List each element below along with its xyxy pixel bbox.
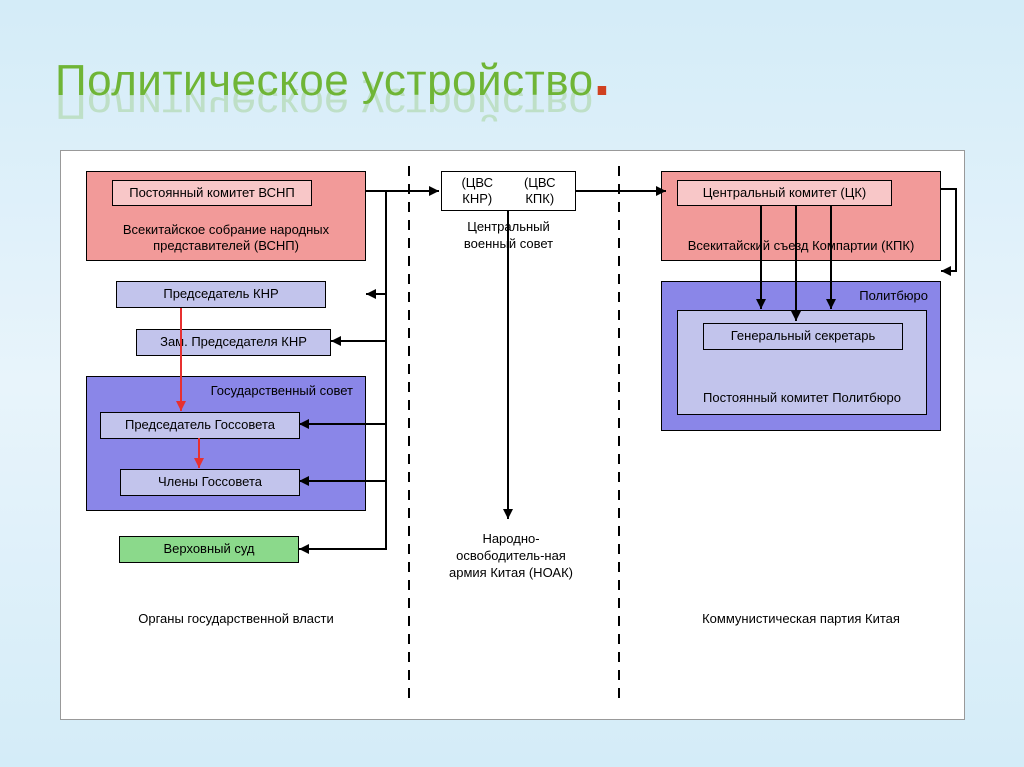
- sc-chair-label: Председатель Госсовета: [125, 417, 275, 433]
- vice-chairman-box: Зам. Председателя КНР: [136, 329, 331, 356]
- cpc-inner-box: Центральный комитет (ЦК): [677, 180, 892, 206]
- cpc-inner-label: Центральный комитет (ЦК): [703, 185, 866, 201]
- cvs-box: (ЦВС КНР) (ЦВС КПК): [441, 171, 576, 211]
- politburo-label: Политбюро: [859, 288, 928, 304]
- gen-secretary-box: Генеральный секретарь: [703, 323, 903, 350]
- politburo-box: Политбюро Генеральный секретарь Постоянн…: [661, 281, 941, 431]
- page-title-wrap: Политическое устройство. Политическое ус…: [55, 40, 610, 109]
- gen-sec-label: Генеральный секретарь: [731, 328, 876, 344]
- right-column-label: Коммунистическая партия Китая: [671, 611, 931, 628]
- center-top-label: Центральный военный совет: [441, 219, 576, 253]
- sc-members-label: Члены Госсовета: [158, 474, 262, 490]
- vsnp-outer-label: Всекитайское собрание народных представи…: [87, 222, 365, 255]
- chairman-label: Председатель КНР: [163, 286, 278, 302]
- cvs-left-label: (ЦВС КНР): [447, 175, 507, 208]
- vsnp-inner-box: Постоянный комитет ВСНП: [112, 180, 312, 206]
- cvs-right-label: (ЦВС КПК): [510, 175, 570, 208]
- state-council-box: Государственный совет Председатель Госсо…: [86, 376, 366, 511]
- left-column-label: Органы государственной власти: [121, 611, 351, 628]
- state-council-label: Государственный совет: [211, 383, 353, 399]
- vsnp-outer-box: Постоянный комитет ВСНП Всекитайское соб…: [86, 171, 366, 261]
- state-council-chair-box: Председатель Госсовета: [100, 412, 300, 439]
- supreme-court-box: Верховный суд: [119, 536, 299, 563]
- title-dot: .: [594, 41, 611, 108]
- standing-pb-label: Постоянный комитет Политбюро: [678, 390, 926, 406]
- center-bottom-label: Народно-освободитель-ная армия Китая (НО…: [441, 531, 581, 582]
- cpc-outer-box: Центральный комитет (ЦК) Всекитайский съ…: [661, 171, 941, 261]
- cpc-outer-label: Всекитайский съезд Компартии (КПК): [662, 238, 940, 254]
- supreme-court-label: Верховный суд: [163, 541, 254, 557]
- standing-politburo-box: Генеральный секретарь Постоянный комитет…: [677, 310, 927, 415]
- title-reflection: Политическое устройство: [55, 78, 594, 128]
- vsnp-inner-label: Постоянный комитет ВСНП: [129, 185, 295, 201]
- state-council-members-box: Члены Госсовета: [120, 469, 300, 496]
- chairman-box: Председатель КНР: [116, 281, 326, 308]
- vice-chairman-label: Зам. Председателя КНР: [160, 334, 307, 350]
- org-chart-diagram: Постоянный комитет ВСНП Всекитайское соб…: [60, 150, 965, 720]
